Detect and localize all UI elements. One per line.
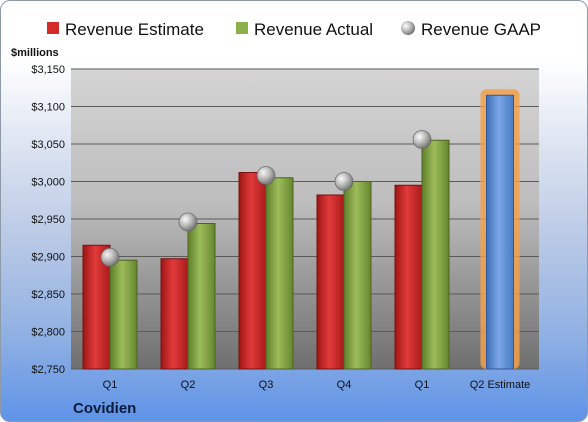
bar-estimate	[238, 172, 267, 370]
legend-item-actual: Revenue Actual	[236, 20, 373, 39]
x-tick-label: Q1	[103, 379, 118, 391]
y-tick-label: $2,900	[31, 252, 65, 264]
bar-actual	[109, 259, 138, 370]
legend-swatch-actual	[236, 22, 248, 34]
y-tick-label: $2,850	[31, 289, 65, 301]
gaap-marker	[100, 247, 120, 267]
gaap-marker	[256, 166, 276, 185]
y-tick-label: $2,800	[31, 327, 65, 339]
y-tick-label: $2,750	[31, 364, 65, 376]
bar-estimate	[394, 184, 423, 370]
legend-swatch-estimate	[47, 22, 59, 34]
legend-label-estimate: Revenue Estimate	[65, 20, 204, 39]
y-tick-label: $3,150	[31, 64, 65, 76]
y-tick-label: $3,100	[31, 102, 65, 114]
legend-item-gaap: Revenue GAAP	[401, 20, 541, 39]
y-tick-label: $2,950	[31, 214, 65, 226]
bar-estimate-highlight	[486, 94, 514, 370]
legend: Revenue Estimate Revenue Actual Revenue …	[47, 20, 541, 39]
gaap-markers	[100, 130, 432, 267]
gaap-marker	[412, 130, 432, 149]
bar-estimate	[82, 244, 111, 370]
legend-label-actual: Revenue Actual	[254, 20, 373, 39]
bar-actual	[343, 181, 372, 370]
y-tick-label: $3,000	[31, 177, 65, 189]
gaap-marker	[178, 212, 198, 232]
bar-estimate	[316, 194, 345, 370]
x-tick-label: Q4	[337, 379, 352, 391]
gridlines	[71, 68, 539, 370]
company-name: Covidien	[73, 400, 136, 417]
bar-actual	[265, 177, 294, 370]
bar-actual	[421, 139, 450, 370]
y-axis-ticks: $2,750 $2,800 $2,850 $2,900 $2,950 $3,000 $3,0…	[31, 64, 65, 376]
bar-actual	[187, 223, 216, 370]
x-tick-label: Q3	[259, 379, 274, 391]
bar-estimate	[160, 258, 189, 370]
x-tick-label: Q1	[415, 379, 430, 391]
legend-marker-gaap	[401, 21, 415, 35]
gaap-marker	[334, 172, 354, 191]
x-tick-label: Q2	[181, 379, 196, 391]
y-axis-unit-label: $millions	[11, 47, 59, 59]
y-tick-label: $3,050	[31, 139, 65, 151]
x-tick-label: Q2 Estimate	[470, 379, 531, 391]
bars	[82, 89, 520, 370]
legend-item-estimate: Revenue Estimate	[47, 20, 204, 39]
legend-label-gaap: Revenue GAAP	[421, 20, 541, 39]
x-axis-ticks: Q1 Q2 Q3 Q4 Q1 Q2 Estimate	[103, 379, 531, 391]
